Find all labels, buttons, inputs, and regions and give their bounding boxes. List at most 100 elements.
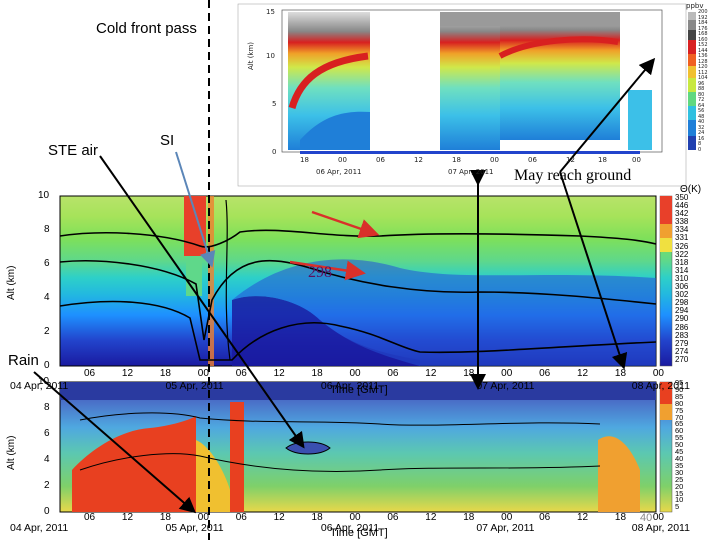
- inset-blue-region-1: [300, 111, 370, 150]
- red-arrow-upper: [311, 210, 380, 239]
- theta-xticks: 06 12 18 00 06 12 18 00 06 12 18 00 06 1…: [84, 368, 664, 379]
- inset-xtick: 18: [300, 156, 309, 164]
- rh-cb-label: 90: [675, 384, 684, 394]
- rh-cb-label: 50: [675, 440, 684, 450]
- rh-ylabel: Alt (km): [6, 435, 17, 470]
- theta-xtick: 12: [576, 368, 589, 379]
- theta-xtick: 06: [235, 368, 247, 379]
- inset-red-band-1: [288, 52, 369, 110]
- page-number: 40: [640, 512, 653, 524]
- rh-cb-label: 80: [675, 398, 684, 408]
- theta-quantity-label: Θ(K): [680, 184, 702, 195]
- inset-cb-label: 48: [698, 113, 705, 120]
- theta-cb-label: 270: [675, 354, 689, 364]
- theta-cb-label: 322: [675, 249, 689, 259]
- theta-xtick: 06: [84, 368, 96, 379]
- theta-cb-label: 286: [675, 322, 689, 332]
- theta-xtick: 00: [501, 368, 513, 379]
- rh-cb-label: 30: [675, 467, 684, 477]
- theta-xtick: 06: [387, 368, 399, 379]
- theta-cb-label: 283: [675, 330, 689, 340]
- cold-front-label: Cold front pass: [96, 20, 197, 37]
- rh-cb-label: 95: [675, 378, 684, 387]
- inset-block-3: [500, 12, 620, 140]
- theta-xtick: 18: [159, 368, 171, 379]
- theta-xtick: 06: [539, 368, 551, 379]
- theta-xtick: 00: [197, 368, 209, 379]
- rh-xtick: 06: [539, 512, 551, 523]
- rh-xtick: 12: [576, 512, 589, 523]
- rh-xtick: 18: [159, 512, 171, 523]
- rh-cb-label: 75: [675, 405, 684, 415]
- inset-cb-label: 120: [698, 64, 708, 70]
- inset-panel: [237, 3, 696, 187]
- inset-cb-label: 200: [698, 9, 708, 15]
- theta-cb-label: 290: [675, 314, 689, 324]
- theta-contour-lower: [59, 300, 657, 361]
- rh-xlabel: Time [GMT]: [330, 527, 388, 539]
- theta-xtick: 18: [311, 368, 323, 379]
- theta-contour-mid: [59, 259, 657, 341]
- theta-ytick: 8: [44, 224, 50, 235]
- theta-cb-label: 334: [675, 225, 689, 235]
- rh-rain-column: [230, 402, 244, 512]
- theta-ylabel: Alt (km): [6, 265, 17, 300]
- rh-date: 04 Apr, 2011: [10, 522, 69, 534]
- inset-cb-label: 24: [698, 130, 705, 136]
- theta-xlabel: Time [GMT]: [330, 384, 388, 396]
- inset-xtick: 06: [528, 156, 537, 164]
- inset-xtick: 18: [452, 156, 461, 164]
- inset-ytick-3: 15: [266, 8, 275, 16]
- inset-cb-label: 56: [698, 108, 705, 114]
- theta-cb-label: 302: [675, 290, 689, 300]
- rh-xtick: 12: [273, 512, 285, 523]
- rh-cb-label: 20: [675, 481, 684, 491]
- rain-arrow: [33, 371, 197, 514]
- theta-xtick: 00: [349, 368, 361, 379]
- may-reach-arrow-2: [559, 57, 656, 173]
- inset-xtick: 00: [338, 156, 347, 164]
- red-arrow-lower: [289, 260, 366, 281]
- inset-date-label: 07 Apr, 2011: [448, 168, 494, 176]
- inset-xtick: 12: [414, 156, 423, 164]
- rh-cb-label: 15: [675, 488, 684, 498]
- inset-red-band-3: [498, 36, 619, 59]
- theta-cb-label: 298: [675, 298, 689, 308]
- theta-ytick: 2: [44, 326, 50, 337]
- rh-contour-a: [79, 412, 601, 426]
- theta-ytick: 4: [44, 292, 50, 303]
- rh-cb-label: 10: [675, 495, 684, 505]
- rain-label: Rain: [8, 352, 39, 369]
- ste-arrow: [99, 155, 305, 449]
- inset-cb-label: 136: [698, 53, 708, 59]
- may-reach-ground-label: May reach ground: [514, 167, 632, 184]
- theta-date-row: 04 Apr, 2011 05 Apr, 2011 06 Apr, 2011 0…: [10, 380, 690, 392]
- rh-xtick: 00: [501, 512, 513, 523]
- rh-colorbar-labels: 95 90 85 80 75 70 65 60 55 50 45 40 35 3…: [675, 378, 715, 511]
- rh-ytick: 2: [44, 480, 50, 491]
- rh-xtick: 18: [614, 512, 627, 523]
- inset-ytick-1: 5: [272, 100, 277, 108]
- rh-xtick: 00: [197, 512, 209, 523]
- rh-ytick: 10: [38, 376, 50, 387]
- theta-xtick: 18: [614, 368, 627, 379]
- inset-colorbar: [688, 12, 696, 150]
- inset-cb-label: 112: [698, 69, 708, 76]
- rh-panel: [59, 381, 673, 513]
- inset-block-4: [628, 90, 652, 150]
- theta-xtick: 12: [121, 368, 134, 379]
- inset-cb-label: 176: [698, 25, 708, 32]
- rh-xtick: 06: [84, 512, 96, 523]
- rh-cb-label: 40: [675, 453, 684, 463]
- inset-cb-label: 88: [698, 86, 705, 92]
- theta-colorbar-labels: 350 446 342 338 334 331 326 322 318 314 …: [675, 193, 715, 364]
- inset-xtick: 12: [566, 156, 575, 164]
- contour-298-label: 298: [308, 264, 332, 281]
- rh-xtick: 06: [387, 512, 399, 523]
- rh-colorbar: [659, 381, 673, 513]
- theta-date: 04 Apr, 2011: [10, 380, 69, 392]
- theta-colorbar: [659, 195, 673, 367]
- rh-date: 07 Apr, 2011: [476, 522, 535, 534]
- inset-xtick: 00: [490, 156, 499, 164]
